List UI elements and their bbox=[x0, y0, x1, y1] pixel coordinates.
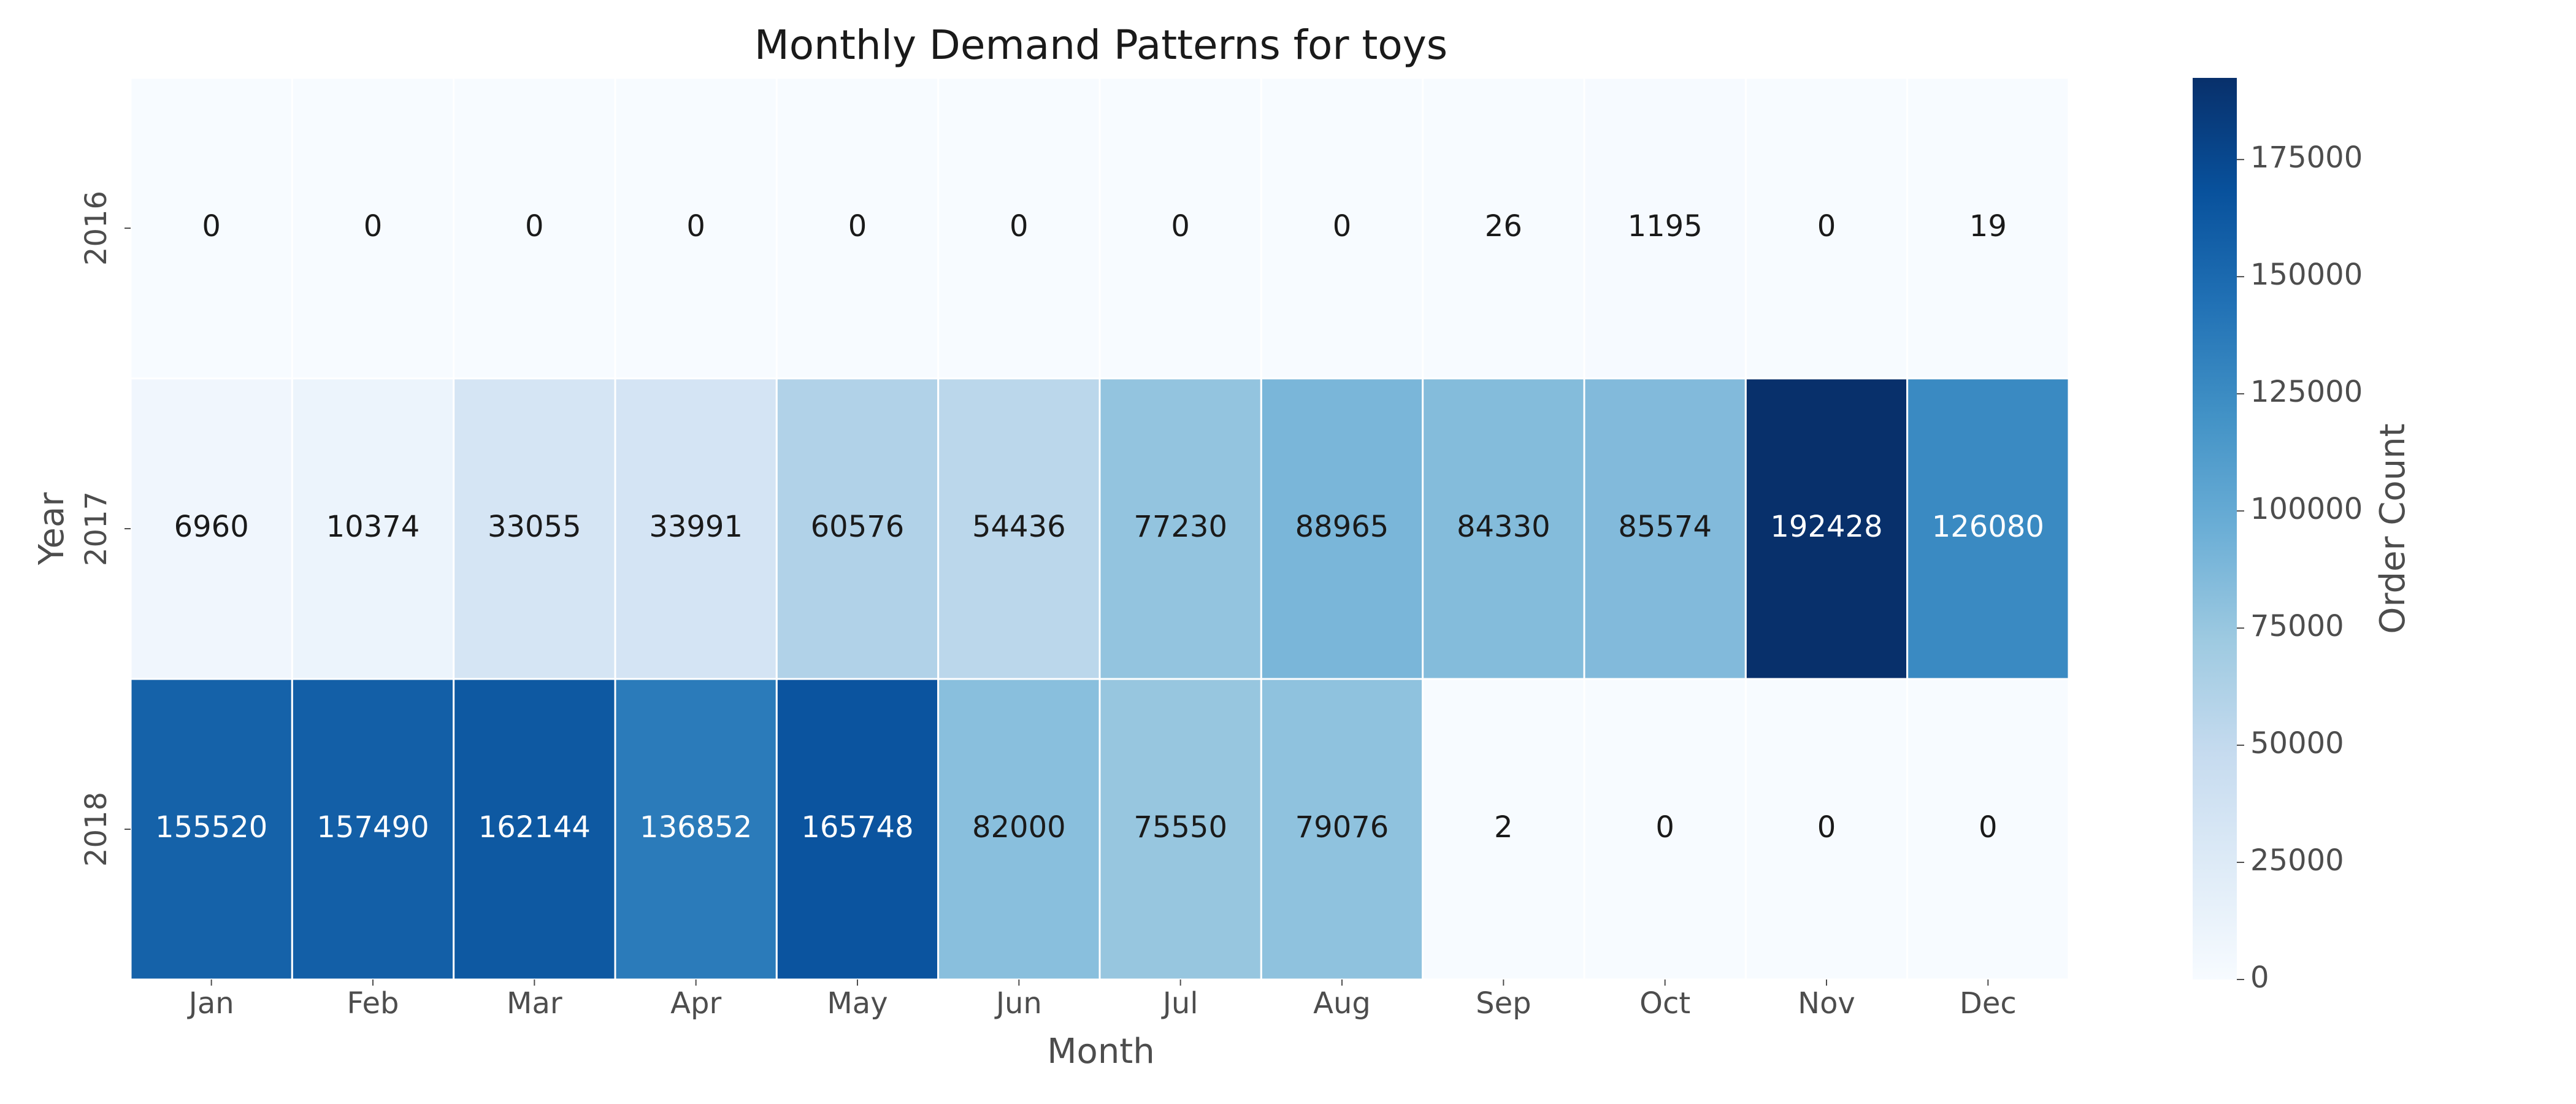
heatmap-cell-2017-Sep bbox=[1422, 377, 1585, 680]
heatmap-cell-2017-Dec bbox=[1906, 377, 2070, 680]
cell-value-label: 192428 bbox=[1770, 510, 1882, 544]
heatmap-cell-2016-Dec bbox=[1906, 77, 2070, 380]
heatmap-cell-2017-Mar bbox=[453, 377, 616, 680]
x-tick-label: Dec bbox=[1960, 986, 2017, 1021]
cell-value-label: 33991 bbox=[649, 510, 743, 544]
x-axis-title: Month bbox=[1047, 1032, 1155, 1071]
colorbar-tick-label: 25000 bbox=[2250, 843, 2344, 878]
cell-value-label: 0 bbox=[848, 209, 867, 243]
cell-value-label: 26 bbox=[1485, 209, 1522, 243]
y-tick-label: 2016 bbox=[79, 191, 113, 266]
heatmap-cell-2016-May bbox=[775, 77, 940, 380]
cell-value-label: 79076 bbox=[1295, 810, 1389, 845]
heatmap-cell-2017-May bbox=[775, 377, 940, 680]
colorbar-title: Order Count bbox=[2373, 423, 2413, 634]
heatmap-cell-2017-Jul bbox=[1098, 377, 1262, 680]
heatmap-cell-2017-Jun bbox=[937, 377, 1101, 680]
heatmap-cell-2018-Jul bbox=[1098, 678, 1262, 981]
heatmap-cell-2017-Nov bbox=[1744, 377, 1909, 680]
colorbar: 0 25000 50000 75000 100000 125000 150000 175000 bbox=[2193, 78, 2363, 995]
heatmap-cell-2016-Jun bbox=[937, 77, 1101, 380]
heatmap-cell-2018-Nov bbox=[1744, 678, 1909, 981]
cell-value-label: 0 bbox=[1333, 209, 1352, 243]
cell-value-label: 0 bbox=[1655, 810, 1674, 845]
cell-value-label: 2 bbox=[1494, 810, 1513, 845]
colorbar-tick-label: 75000 bbox=[2250, 609, 2344, 643]
heatmap-cell-2016-Feb bbox=[291, 77, 455, 380]
x-tick-label: Feb bbox=[347, 986, 399, 1021]
cell-value-label: 165748 bbox=[801, 810, 913, 845]
colorbar-tick-label: 125000 bbox=[2250, 375, 2363, 409]
chart-title: Monthly Demand Patterns for toys bbox=[754, 21, 1447, 69]
cell-value-label: 0 bbox=[202, 209, 221, 243]
cell-value-label: 1195 bbox=[1628, 209, 1703, 243]
cell-value-label: 60576 bbox=[811, 510, 905, 544]
heatmap-cell-2018-May bbox=[775, 678, 940, 981]
y-axis-title: Year bbox=[32, 492, 72, 566]
cell-value-label: 82000 bbox=[972, 810, 1066, 845]
cell-value-label: 10374 bbox=[326, 510, 420, 544]
x-tick-label: Jun bbox=[994, 986, 1042, 1021]
cell-value-label: 54436 bbox=[972, 510, 1066, 544]
heatmap-cell-2017-Oct bbox=[1583, 377, 1747, 680]
y-tick-label: 2018 bbox=[79, 792, 113, 867]
cell-value-label: 19 bbox=[1969, 209, 2007, 243]
cell-value-label: 0 bbox=[1171, 209, 1190, 243]
x-tick-label: Aug bbox=[1313, 986, 1371, 1021]
cell-value-label: 6960 bbox=[174, 510, 249, 544]
cell-value-label: 85574 bbox=[1618, 510, 1712, 544]
cell-value-label: 84330 bbox=[1457, 510, 1551, 544]
cell-value-label: 0 bbox=[1817, 209, 1836, 243]
y-axis-ticks: 2016 2017 2018 bbox=[79, 191, 131, 867]
colorbar-tick-label: 175000 bbox=[2250, 140, 2363, 175]
heatmap-cell-2017-Aug bbox=[1260, 377, 1424, 680]
cell-value-label: 126080 bbox=[1932, 510, 2044, 544]
cell-value-label: 0 bbox=[525, 209, 544, 243]
colorbar-gradient bbox=[2193, 78, 2237, 979]
colorbar-tick-label: 50000 bbox=[2250, 726, 2344, 761]
heatmap-cell-2018-Mar bbox=[453, 678, 616, 981]
cell-value-label: 0 bbox=[1817, 810, 1836, 845]
heatmap-cell-2016-Jan bbox=[129, 77, 293, 380]
cell-value-label: 88965 bbox=[1295, 510, 1389, 544]
x-tick-label: Oct bbox=[1639, 986, 1690, 1021]
x-tick-label: Jan bbox=[187, 986, 234, 1021]
cell-value-label: 0 bbox=[1979, 810, 1998, 845]
heatmap-cell-2016-Apr bbox=[614, 77, 778, 380]
heatmap-cell-2016-Aug bbox=[1260, 77, 1424, 380]
cell-value-label: 0 bbox=[686, 209, 705, 243]
x-tick-label: Jul bbox=[1161, 986, 1198, 1021]
cell-value-label: 162144 bbox=[478, 810, 591, 845]
cell-value-label: 75550 bbox=[1133, 810, 1227, 845]
y-tick-label: 2017 bbox=[79, 491, 113, 566]
x-tick-label: Nov bbox=[1798, 986, 1855, 1021]
heatmap-cell-2018-Apr bbox=[614, 678, 778, 981]
heatmap-cell-2018-Jan bbox=[129, 678, 293, 981]
heatmap-cell-2018-Dec bbox=[1906, 678, 2070, 981]
heatmap-cell-2017-Feb bbox=[291, 377, 455, 680]
colorbar-tick-label: 150000 bbox=[2250, 258, 2363, 292]
x-tick-label: Mar bbox=[507, 986, 562, 1021]
colorbar-tick-label: 0 bbox=[2250, 960, 2269, 995]
heatmap-cell-2017-Apr bbox=[614, 377, 778, 680]
x-tick-label: May bbox=[827, 986, 887, 1021]
cell-value-label: 33055 bbox=[488, 510, 581, 544]
cell-value-label: 0 bbox=[364, 209, 383, 243]
heatmap-cells: 0 0 0 0 0 0 0 0 26 1195 0 19 6960 10374 33055 33991 6057… bbox=[129, 77, 2070, 981]
x-tick-label: Apr bbox=[670, 986, 721, 1021]
cell-value-label: 136852 bbox=[640, 810, 752, 845]
heatmap-cell-2016-Mar bbox=[453, 77, 616, 380]
heatmap-cell-2016-Oct bbox=[1583, 77, 1747, 380]
cell-value-label: 157490 bbox=[316, 810, 429, 845]
heatmap-cell-2017-Jan bbox=[129, 377, 293, 680]
x-tick-label: Sep bbox=[1476, 986, 1531, 1021]
cell-value-label: 77230 bbox=[1133, 510, 1227, 544]
cell-value-label: 0 bbox=[1010, 209, 1029, 243]
cell-value-label: 155520 bbox=[155, 810, 267, 845]
x-axis-ticks: Jan Feb Mar Apr May Jun Jul Aug Sep Oct Nov Dec bbox=[187, 979, 2017, 1021]
colorbar-tick-label: 100000 bbox=[2250, 492, 2363, 526]
